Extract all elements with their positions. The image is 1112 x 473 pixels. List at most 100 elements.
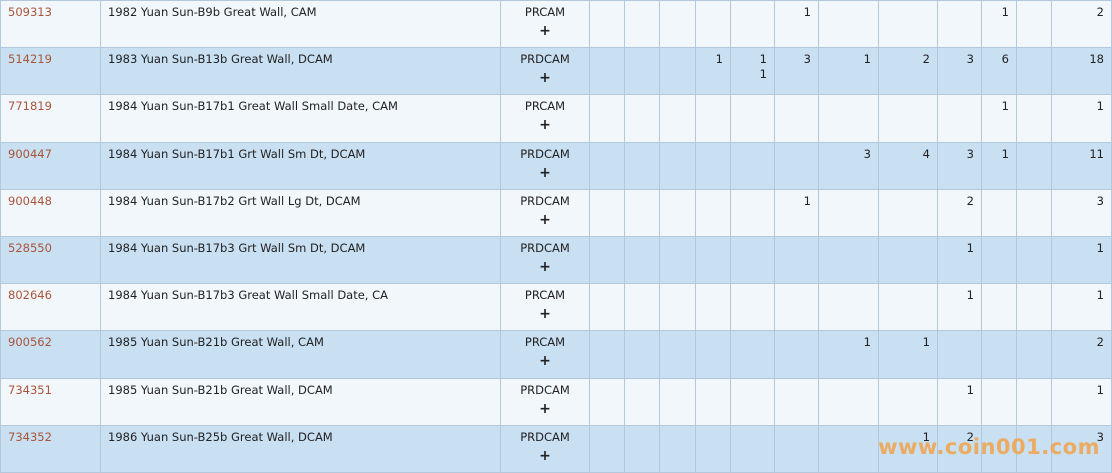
id-cell: 514219 <box>0 47 101 96</box>
count: 6 <box>1001 52 1009 67</box>
designation-cell: PRDCAM + <box>500 424 590 473</box>
coin-id-link[interactable]: 734352 <box>8 429 52 444</box>
table-row: 509313 1982 Yuan Sun-B9b Great Wall, CAM P… <box>0 0 1112 49</box>
count-cell <box>730 377 775 426</box>
count: 1 <box>1096 99 1104 114</box>
coin-id-link[interactable]: 900448 <box>8 193 52 208</box>
count-cell <box>730 283 775 332</box>
description-cell: 1982 Yuan Sun-B9b Great Wall, CAM <box>100 0 501 49</box>
expand-button[interactable]: + <box>539 400 551 417</box>
total-cell: 1 <box>1051 283 1112 332</box>
count: 3 <box>803 52 811 67</box>
count: 1 <box>1096 240 1104 255</box>
count: 3 <box>966 52 974 67</box>
table-row: 528550 1984 Yuan Sun-B17b3 Grt Wall Sm Dt… <box>0 235 1112 285</box>
count-cell <box>878 377 938 426</box>
count: 1 <box>803 5 811 19</box>
expand-button[interactable]: + <box>539 258 551 275</box>
count-cell <box>818 188 879 237</box>
total-cell: 1 <box>1051 377 1112 426</box>
count: 1 <box>1001 5 1009 19</box>
expand-button[interactable]: + <box>539 117 551 134</box>
table-row: 734351 1985 Yuan Sun-B21b Great Wall, DCA… <box>0 377 1112 426</box>
designation-cell: PRDCAM + <box>500 235 590 285</box>
count-cell: 2 <box>937 188 982 237</box>
expand-button[interactable]: + <box>539 306 551 323</box>
count: 2 <box>1096 5 1104 19</box>
count-cell <box>1016 424 1052 473</box>
count: 1 <box>715 52 723 67</box>
expand-button[interactable]: + <box>539 164 551 181</box>
count-cell: 1 <box>937 377 982 426</box>
expand-button[interactable]: + <box>539 353 551 370</box>
count-cell <box>589 47 625 96</box>
count: 3 <box>863 146 871 161</box>
count-cell <box>818 424 879 473</box>
count: 1 <box>863 335 871 350</box>
coin-id-link[interactable]: 771819 <box>8 99 52 114</box>
designation-cell: PRCAM + <box>500 0 590 49</box>
count-cell <box>624 377 660 426</box>
count: 2 <box>966 193 974 208</box>
count-cell: 1 <box>774 0 819 49</box>
coin-id-link[interactable]: 802646 <box>8 288 52 303</box>
count-cell: 1 <box>878 424 938 473</box>
coin-id-link[interactable]: 900447 <box>8 146 52 161</box>
expand-button[interactable]: + <box>539 23 551 39</box>
count: 1 <box>1096 382 1104 397</box>
description-cell: 1983 Yuan Sun-B13b Great Wall, DCAM <box>100 47 501 96</box>
count-cell <box>695 188 731 237</box>
coin-id-link[interactable]: 528550 <box>8 240 52 255</box>
id-cell: 771819 <box>0 94 101 143</box>
designation: PRDCAM <box>520 193 570 208</box>
count-cell: 3 <box>818 141 879 190</box>
count-cell: 6 <box>981 47 1017 96</box>
count: 11 <box>1089 146 1104 161</box>
count-cell <box>730 94 775 143</box>
count-cell <box>730 188 775 237</box>
designation-cell: PRDCAM + <box>500 47 590 96</box>
count-cell <box>818 94 879 143</box>
count-cell <box>1016 188 1052 237</box>
total-cell: 3 <box>1051 188 1112 237</box>
count-cell <box>878 94 938 143</box>
table-row: 900448 1984 Yuan Sun-B17b2 Grt Wall Lg Dt… <box>0 188 1112 237</box>
designation: PRDCAM <box>520 382 570 397</box>
coin-id-link[interactable]: 900562 <box>8 335 52 350</box>
count: 1 <box>803 193 811 208</box>
coin-id-link[interactable]: 514219 <box>8 52 52 67</box>
count-cell <box>624 188 660 237</box>
count-cell <box>1016 377 1052 426</box>
count: 4 <box>922 146 930 161</box>
count: 3 <box>1096 193 1104 208</box>
coin-id-link[interactable]: 734351 <box>8 382 52 397</box>
count-cell <box>730 141 775 190</box>
count-cell <box>659 330 696 379</box>
count-cell <box>1016 330 1052 379</box>
count-cell: 1 <box>981 0 1017 49</box>
expand-button[interactable]: + <box>539 447 551 464</box>
count: 1 <box>1096 288 1104 303</box>
expand-button[interactable]: + <box>539 211 551 228</box>
count-cell <box>730 0 775 49</box>
count: 1 <box>759 52 767 67</box>
description-cell: 1985 Yuan Sun-B21b Great Wall, CAM <box>100 330 501 379</box>
count-cell <box>624 141 660 190</box>
count-cell <box>774 94 819 143</box>
designation: PRDCAM <box>520 240 570 255</box>
count: 3 <box>966 146 974 161</box>
designation-cell: PRDCAM + <box>500 188 590 237</box>
expand-button[interactable]: + <box>539 70 551 87</box>
count-cell <box>659 0 696 49</box>
count: 1 <box>966 288 974 303</box>
designation: PRCAM <box>524 5 566 19</box>
count-cell: 1 <box>981 94 1017 143</box>
id-cell: 900448 <box>0 188 101 237</box>
count-cell <box>1016 94 1052 143</box>
count: 1 <box>922 335 930 350</box>
designation: PRCAM <box>524 288 566 303</box>
count-cell <box>981 283 1017 332</box>
coin-id-link[interactable]: 509313 <box>8 5 52 19</box>
